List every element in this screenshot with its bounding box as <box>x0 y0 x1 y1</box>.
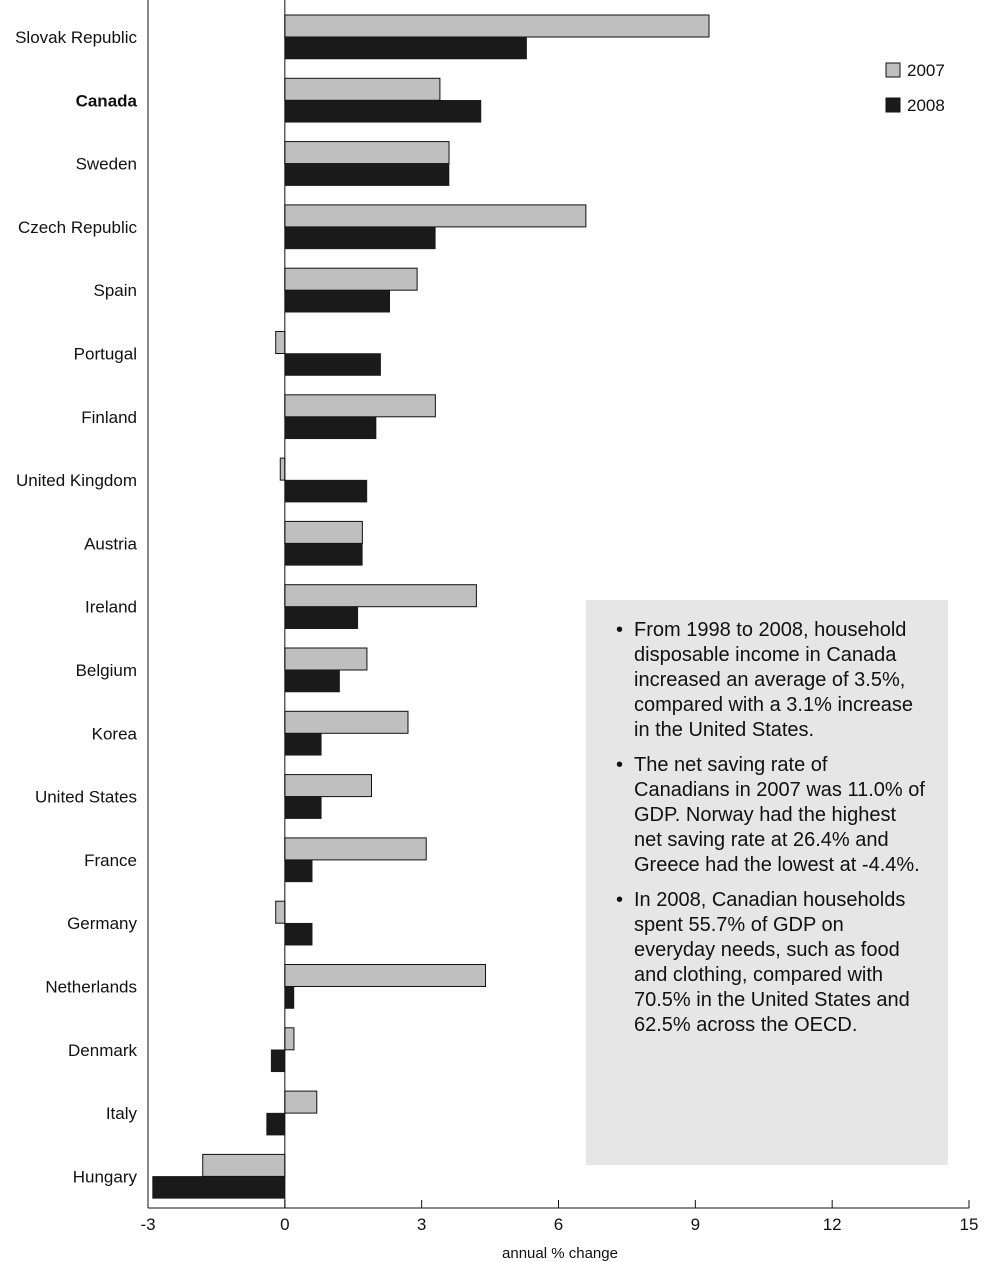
bar-2008-canada <box>284 100 482 123</box>
legend-label-2007: 2007 <box>907 61 945 80</box>
legend-swatch-2007 <box>885 62 901 78</box>
category-label: United Kingdom <box>16 471 137 490</box>
bar-2007-austria <box>284 520 363 544</box>
bar-2007-united-kingdom <box>279 457 286 481</box>
x-tick-label: -3 <box>140 1215 155 1234</box>
bar-2008-italy <box>266 1112 286 1136</box>
category-label: Czech Republic <box>18 218 138 237</box>
category-label: Germany <box>67 914 137 933</box>
bar-2007-finland <box>284 394 436 418</box>
bar-2007-czech-republic <box>284 204 587 228</box>
category-labels: Slovak Republic Canada Sweden Czech Republi… <box>15 28 137 1186</box>
bar-2007-spain <box>284 267 418 291</box>
bar-2008-spain <box>284 289 390 313</box>
legend-label-2008: 2008 <box>907 96 945 115</box>
note-item: In 2008, Canadian households spent 55.7%… <box>616 888 926 1038</box>
x-axis-label: annual % change <box>502 1245 618 1262</box>
note-item: The net saving rate of Canadians in 2007… <box>616 753 926 878</box>
bars-layer <box>152 14 710 1199</box>
bar-2007-united-states <box>284 774 372 798</box>
axes-layer: -3 0 3 6 9 12 15 <box>140 0 978 1234</box>
category-label: Hungary <box>73 1167 138 1186</box>
category-label: Ireland <box>85 598 137 617</box>
category-label: Spain <box>94 281 137 300</box>
x-tick-label: 3 <box>417 1215 426 1234</box>
category-label: Slovak Republic <box>15 28 137 47</box>
bar-2007-italy <box>284 1090 318 1114</box>
bar-2008-germany <box>284 922 313 946</box>
bar-2008-united-states <box>284 796 322 819</box>
category-label: United States <box>35 788 137 807</box>
x-tick-label: 9 <box>691 1215 700 1234</box>
bar-2007-hungary <box>202 1153 286 1177</box>
bar-2008-france <box>284 859 313 883</box>
category-label: Italy <box>106 1104 138 1123</box>
bar-2008-slovak-republic <box>284 36 527 60</box>
legend: 2007 2008 <box>885 61 945 115</box>
bar-2008-ireland <box>284 606 359 629</box>
category-label: Korea <box>92 724 138 743</box>
bar-2008-czech-republic <box>284 226 436 250</box>
category-label: Finland <box>81 408 137 427</box>
bar-2008-belgium <box>284 669 340 693</box>
category-label: Belgium <box>76 661 137 680</box>
category-label: Austria <box>84 534 137 553</box>
bar-2007-netherlands <box>284 964 487 987</box>
bar-2008-hungary <box>152 1176 286 1199</box>
bar-2008-portugal <box>284 353 381 376</box>
category-label: France <box>84 851 137 870</box>
bar-2008-united-kingdom <box>284 479 368 503</box>
bar-2007-slovak-republic <box>284 14 710 38</box>
bar-2007-germany <box>275 900 286 924</box>
bar-2008-austria <box>284 543 363 566</box>
bar-2007-belgium <box>284 647 368 671</box>
bar-2007-portugal <box>275 331 286 354</box>
category-label: Sweden <box>76 155 137 174</box>
bar-2007-sweden <box>284 141 450 165</box>
x-tick-label: 12 <box>823 1215 842 1234</box>
bar-2008-finland <box>284 416 377 440</box>
category-label: Netherlands <box>45 978 137 997</box>
category-label: Denmark <box>68 1041 137 1060</box>
bar-2007-korea <box>284 710 409 734</box>
bar-2007-denmark <box>284 1027 295 1051</box>
x-tick-label: 6 <box>554 1215 563 1234</box>
note-item: From 1998 to 2008, household disposable … <box>616 618 926 743</box>
category-label: Portugal <box>74 345 137 364</box>
notes-panel: From 1998 to 2008, household disposable … <box>586 600 948 1165</box>
bar-2008-netherlands <box>284 986 295 1009</box>
bar-2008-sweden <box>284 163 450 186</box>
category-label: Canada <box>76 91 138 110</box>
bar-2008-denmark <box>270 1049 286 1073</box>
bar-2007-france <box>284 837 427 861</box>
x-tick-label: 0 <box>280 1215 289 1234</box>
bar-2007-canada <box>284 77 441 101</box>
x-tick-label: 15 <box>960 1215 979 1234</box>
legend-swatch-2008 <box>885 97 901 113</box>
bar-2008-korea <box>284 733 322 756</box>
bar-2007-ireland <box>284 584 477 608</box>
